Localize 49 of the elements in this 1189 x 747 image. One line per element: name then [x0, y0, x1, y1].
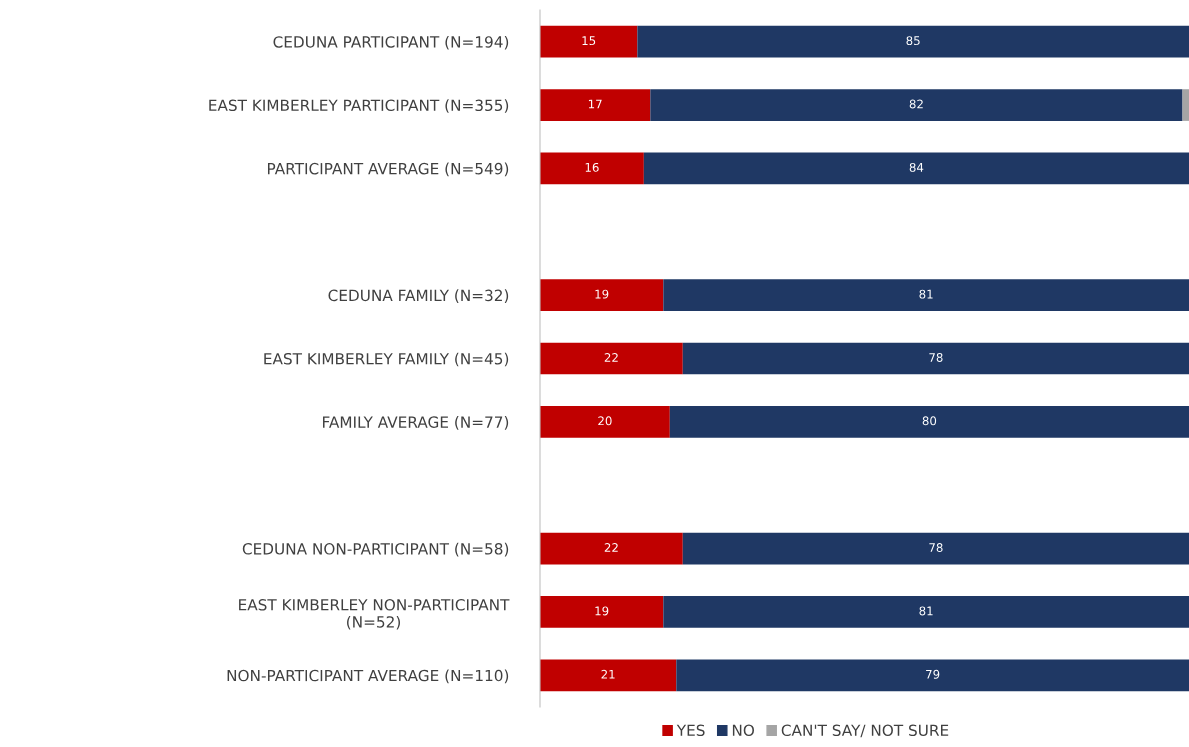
bar	[637, 25, 1189, 58]
bar	[540, 25, 638, 58]
bar	[650, 89, 1183, 121]
data-label: 81	[919, 606, 933, 616]
data-label: 22	[604, 543, 618, 552]
bar	[540, 279, 664, 311]
bar	[540, 659, 677, 692]
bar	[669, 406, 1189, 438]
data-label: 85	[906, 36, 920, 46]
bar	[682, 532, 1189, 565]
y-tick-label: CEDUNA PARTICIPANT (N=194)	[273, 35, 509, 50]
data-label: 19	[595, 289, 609, 299]
data-label: 81	[919, 289, 933, 299]
data-label: 20	[598, 416, 612, 426]
bar	[540, 532, 683, 565]
data-label: 82	[909, 99, 923, 109]
y-tick-label: CEDUNA FAMILY (N=32)	[328, 289, 509, 303]
y-tick-label: NON-PARTICIPANT AVERAGE (N=110)	[227, 669, 509, 684]
data-label: 22	[604, 353, 618, 362]
data-label: 78	[929, 543, 943, 553]
legend-label: YES	[676, 724, 705, 737]
data-label: 15	[582, 36, 596, 46]
y-tick-label: EAST KIMBERLEY NON-PARTICIPANT (N=52)	[239, 599, 510, 630]
data-label: 16	[585, 162, 599, 172]
data-label: 21	[601, 669, 615, 679]
bar	[663, 279, 1189, 311]
bar	[540, 596, 664, 628]
data-label: 19	[595, 606, 609, 616]
y-tick-label: EAST KIMBERLEY FAMILY (N=45)	[264, 352, 509, 367]
bar	[540, 152, 644, 185]
data-label: 84	[909, 162, 924, 172]
y-tick-label: EAST KIMBERLEY PARTICIPANT (N=355)	[209, 99, 509, 113]
data-label: 78	[929, 353, 943, 362]
bar	[540, 406, 670, 438]
bar	[676, 659, 1189, 692]
legend-label: CAN'T SAY/ NOT SURE	[781, 724, 949, 738]
legend-label: NO	[732, 724, 755, 737]
bar	[1182, 89, 1189, 121]
bar	[682, 342, 1189, 375]
y-tick-label: PARTICIPANT AVERAGE (N=549)	[268, 162, 509, 177]
bar	[540, 89, 651, 121]
bar	[540, 342, 683, 375]
data-label: 80	[922, 416, 937, 426]
data-label: 79	[926, 669, 940, 679]
y-tick-label: CEDUNA NON-PARTICIPANT (N=58)	[242, 542, 509, 557]
data-label: 17	[588, 99, 602, 109]
bar	[663, 596, 1189, 628]
y-tick-label: FAMILY AVERAGE (N=77)	[323, 416, 509, 430]
bar	[643, 152, 1189, 185]
